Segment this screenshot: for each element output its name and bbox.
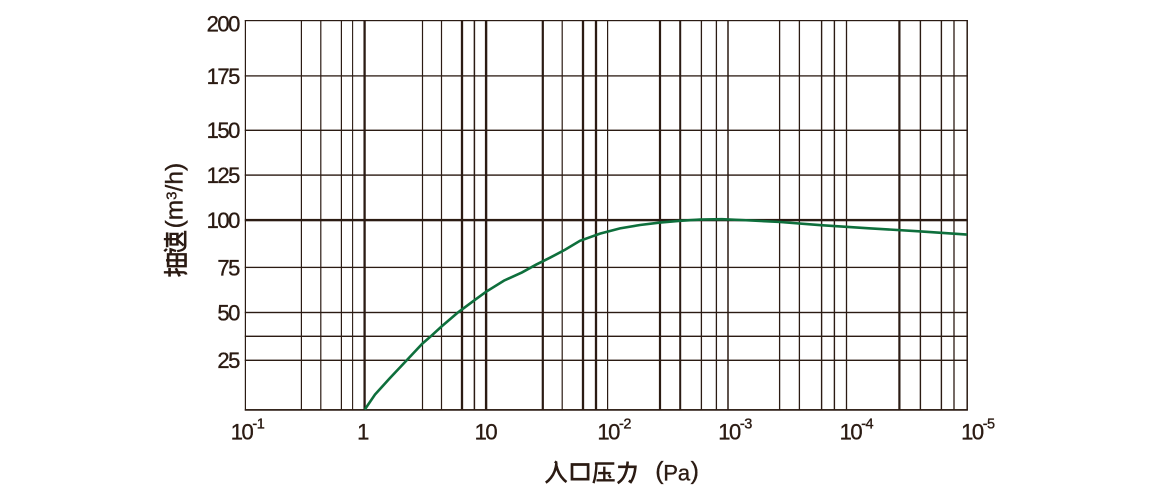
svg-text:-3: -3 [740,417,752,433]
svg-text:1: 1 [357,419,369,444]
svg-text:75: 75 [217,255,240,280]
svg-text:125: 125 [207,163,240,188]
svg-text:175: 175 [207,64,240,89]
svg-text:10: 10 [840,420,863,445]
svg-text:10: 10 [475,420,498,445]
svg-text:150: 150 [207,118,240,143]
svg-text:-2: -2 [619,417,631,433]
svg-text:10: 10 [597,420,620,445]
svg-text:10: 10 [961,420,984,445]
svg-text:-5: -5 [983,417,995,433]
svg-text:100: 100 [207,208,240,233]
svg-text:10: 10 [718,420,741,445]
svg-text:-1: -1 [252,417,264,433]
svg-text:-4: -4 [861,417,873,433]
svg-text:10: 10 [231,420,254,445]
svg-text:50: 50 [217,301,240,326]
svg-text:(Pa): (Pa) [655,457,699,486]
svg-text:200: 200 [207,12,240,37]
svg-text:25: 25 [217,348,240,373]
